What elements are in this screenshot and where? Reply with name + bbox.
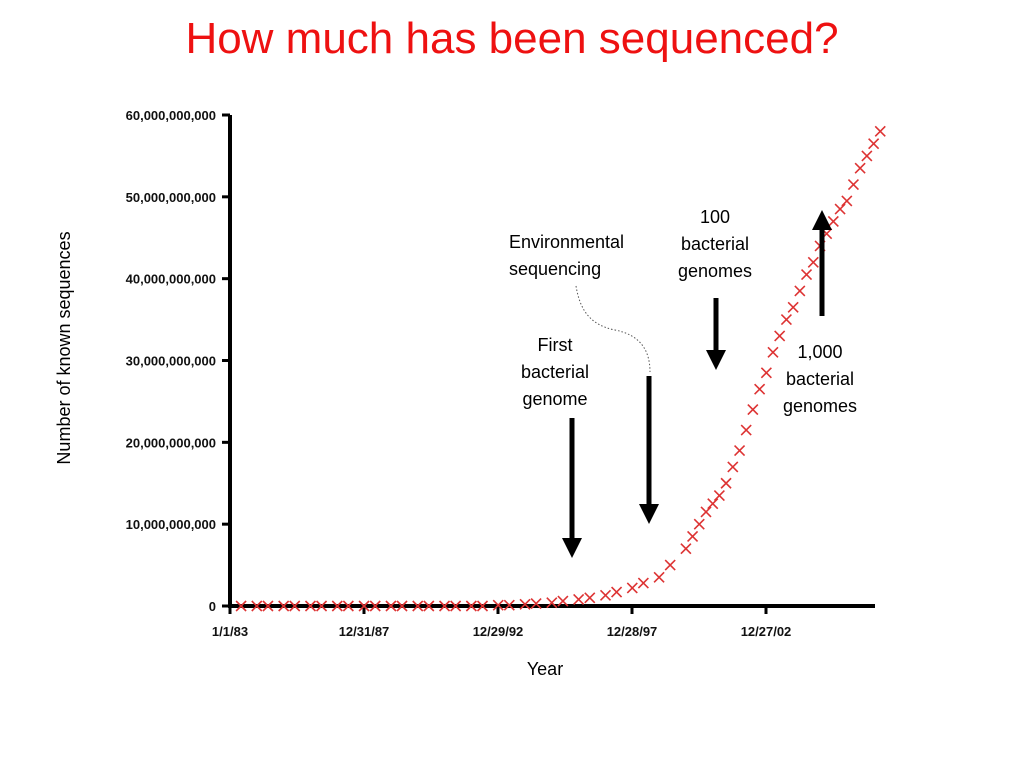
- x-tick-label: 12/29/92: [473, 624, 524, 639]
- x-tick-label: 12/31/87: [339, 624, 390, 639]
- data-point: [767, 346, 779, 358]
- y-tick-label: 50,000,000,000: [126, 190, 216, 205]
- data-point: [834, 203, 846, 215]
- data-point: [412, 600, 424, 612]
- data-point: [450, 600, 462, 612]
- annotation-text: Environmental: [509, 232, 624, 252]
- data-point: [385, 600, 397, 612]
- annotation-environmental-sequencing: Environmental sequencing: [509, 232, 659, 524]
- data-point: [278, 600, 290, 612]
- y-axis-ticks: 0 10,000,000,000 20,000,000,000 30,000,000,…: [126, 108, 230, 614]
- annotation-connector: [575, 285, 651, 373]
- slide-title: How much has been sequenced?: [185, 14, 839, 63]
- data-point: [827, 215, 839, 227]
- annotation-1000-genomes: 1,000 bacterial genomes: [783, 210, 857, 416]
- data-point: [573, 593, 585, 606]
- data-point: [653, 571, 665, 583]
- annotation-text: bacterial: [786, 369, 854, 389]
- data-point: [611, 586, 623, 598]
- data-point: [794, 285, 806, 297]
- data-point: [713, 489, 725, 502]
- data-point: [841, 195, 853, 207]
- data-point: [874, 125, 886, 137]
- x-tick-label: 1/1/83: [212, 624, 248, 639]
- data-point: [519, 598, 531, 610]
- data-point: [584, 592, 596, 604]
- data-point: [331, 600, 343, 612]
- data-point: [727, 461, 739, 473]
- data-point: [315, 600, 328, 612]
- data-point: [787, 301, 799, 313]
- data-point: [760, 367, 772, 379]
- y-tick-label: 30,000,000,000: [126, 354, 216, 369]
- data-point: [664, 559, 676, 571]
- data-point: [734, 444, 746, 457]
- data-point: [700, 506, 712, 518]
- annotation-text: genome: [522, 389, 587, 409]
- data-point: [438, 600, 451, 612]
- data-point: [807, 256, 819, 268]
- annotation-text: First: [538, 335, 573, 355]
- annotations: First bacterial genome Environmental sequenc…: [509, 207, 857, 558]
- y-tick-label: 40,000,000,000: [126, 272, 216, 287]
- annotation-100-genomes: 100 bacterial genomes: [678, 207, 752, 370]
- data-point: [599, 589, 612, 601]
- data-point: [680, 543, 692, 555]
- data-point: [774, 330, 786, 342]
- annotation-text: bacterial: [521, 362, 589, 382]
- data-point: [637, 577, 649, 589]
- x-axis-label: Year: [527, 659, 563, 679]
- data-point: [800, 269, 813, 281]
- data-point: [693, 518, 705, 530]
- data-point: [530, 597, 542, 610]
- y-tick-label: 60,000,000,000: [126, 108, 216, 123]
- data-point: [465, 600, 477, 612]
- data-point: [754, 383, 766, 395]
- data-point: [740, 424, 752, 436]
- y-axis-label: Number of known sequences: [54, 231, 74, 464]
- data-point: [861, 150, 873, 162]
- data-point: [423, 600, 435, 612]
- data-point: [747, 404, 759, 416]
- annotation-text: genomes: [678, 261, 752, 281]
- annotation-text: 1,000: [797, 342, 842, 362]
- data-point: [546, 597, 558, 609]
- data-point: [289, 600, 301, 612]
- data-point: [235, 600, 247, 612]
- data-points: [235, 125, 886, 612]
- y-tick-label: 20,000,000,000: [126, 435, 216, 450]
- data-point: [847, 178, 860, 191]
- data-point: [476, 600, 489, 612]
- data-point: [396, 600, 408, 612]
- data-point: [503, 599, 515, 611]
- data-point: [492, 599, 504, 611]
- annotation-text: 100: [700, 207, 730, 227]
- data-point: [251, 600, 263, 612]
- data-point: [687, 530, 699, 543]
- data-point: [262, 600, 274, 612]
- annotation-text: bacterial: [681, 234, 749, 254]
- data-point: [304, 600, 317, 612]
- annotation-text: genomes: [783, 396, 857, 416]
- data-point: [868, 138, 880, 150]
- annotation-text: sequencing: [509, 259, 601, 279]
- x-axis-ticks: 1/1/83 12/31/87 12/29/92 12/28/97 12/27/02: [212, 606, 791, 639]
- data-point: [854, 162, 866, 174]
- data-point: [626, 582, 638, 594]
- data-point: [720, 477, 732, 489]
- x-tick-label: 12/27/02: [741, 624, 792, 639]
- data-point: [358, 600, 370, 612]
- y-tick-label: 0: [209, 599, 216, 614]
- x-tick-label: 12/28/97: [607, 624, 658, 639]
- annotation-first-genome: First bacterial genome: [521, 335, 589, 558]
- data-point: [780, 314, 792, 326]
- data-point: [342, 600, 354, 612]
- data-point: [707, 498, 719, 510]
- data-point: [369, 600, 381, 612]
- data-point: [557, 595, 569, 607]
- y-tick-label: 10,000,000,000: [126, 517, 216, 532]
